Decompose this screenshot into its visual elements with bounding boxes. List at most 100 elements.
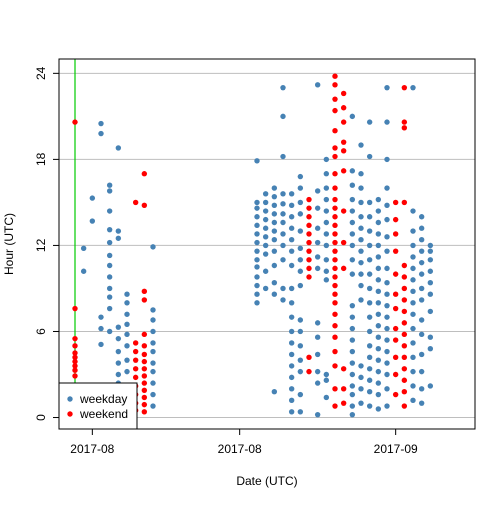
point-weekday	[262, 208, 269, 214]
point-weekend	[392, 248, 399, 254]
point-weekend	[332, 323, 338, 329]
point-weekday	[115, 360, 122, 366]
point-weekday	[124, 368, 130, 375]
legend-swatch-weekday	[67, 396, 73, 402]
point-weekday	[106, 305, 113, 312]
point-weekday	[280, 113, 286, 120]
point-weekday	[384, 185, 390, 191]
point-weekday	[323, 277, 330, 283]
point-weekday	[358, 297, 364, 303]
y-axis-title: Hour (UTC)	[2, 213, 16, 275]
point-weekday	[375, 265, 382, 272]
point-weekend	[392, 291, 399, 297]
point-weekday	[98, 325, 104, 332]
point-weekday	[280, 153, 286, 160]
point-weekday	[288, 397, 295, 404]
point-weekend	[141, 351, 148, 358]
point-weekday	[288, 314, 295, 320]
point-weekday	[427, 345, 434, 352]
point-weekend	[392, 199, 399, 206]
point-weekday	[349, 208, 356, 214]
point-weekday	[349, 403, 356, 409]
point-weekday	[280, 201, 286, 207]
point-weekday	[288, 191, 295, 197]
point-weekday	[262, 234, 269, 240]
point-weekend	[340, 265, 347, 272]
y-tick-label: 0	[34, 414, 48, 421]
point-weekday	[375, 368, 382, 375]
point-weekday	[115, 348, 122, 355]
point-weekday	[375, 300, 382, 306]
point-weekday	[262, 216, 269, 223]
point-weekend	[401, 125, 408, 131]
point-weekend	[141, 366, 148, 372]
point-weekday	[297, 328, 304, 335]
point-weekday	[280, 191, 286, 197]
point-weekday	[106, 274, 113, 280]
point-weekday	[262, 242, 269, 249]
point-weekday	[349, 411, 356, 418]
point-weekday	[375, 334, 382, 340]
point-weekday	[418, 248, 425, 254]
point-weekday	[375, 311, 382, 317]
point-weekday	[375, 288, 382, 295]
point-weekday	[271, 219, 278, 226]
point-weekday	[375, 323, 382, 329]
point-weekday	[314, 411, 321, 418]
point-weekday	[280, 297, 286, 303]
point-weekend	[306, 265, 312, 272]
point-weekday	[254, 214, 260, 220]
point-weekend	[132, 199, 139, 206]
x-tick-label: 2017-08	[218, 442, 262, 456]
point-weekday	[375, 196, 382, 203]
point-weekday	[349, 325, 356, 332]
point-weekday	[349, 168, 356, 174]
point-weekend	[332, 196, 338, 203]
point-weekday	[106, 208, 113, 214]
point-weekend	[306, 205, 312, 211]
x-tick-label: 2017-09	[374, 442, 418, 456]
point-weekend	[401, 389, 408, 395]
point-weekday	[375, 277, 382, 283]
point-weekend	[340, 366, 347, 372]
point-weekday	[384, 216, 390, 223]
point-weekday	[410, 228, 416, 234]
point-weekday	[297, 391, 304, 398]
point-weekend	[401, 377, 408, 383]
plot-frame	[58, 58, 476, 430]
point-weekday	[262, 251, 269, 257]
point-weekend	[340, 90, 347, 97]
point-weekend	[401, 403, 408, 409]
point-weekend	[72, 119, 78, 125]
point-weekend	[401, 320, 408, 326]
point-weekday	[418, 351, 425, 358]
point-weekday	[323, 377, 330, 383]
point-weekend	[401, 285, 408, 292]
point-weekend	[72, 305, 78, 312]
point-weekday	[427, 291, 434, 297]
point-weekend	[401, 274, 408, 280]
point-weekday	[288, 248, 295, 254]
point-weekday	[358, 271, 364, 277]
point-weekday	[410, 288, 416, 295]
point-weekday	[314, 205, 321, 211]
point-weekday	[115, 235, 122, 241]
point-weekday	[150, 244, 156, 250]
point-weekday	[349, 182, 356, 188]
point-weekend	[132, 366, 139, 372]
point-weekday	[410, 277, 416, 283]
point-weekday	[115, 145, 122, 151]
point-weekday	[288, 374, 295, 381]
point-weekday	[115, 324, 122, 330]
data-points	[72, 73, 434, 418]
point-weekday	[410, 325, 416, 332]
point-weekend	[332, 145, 338, 151]
point-weekend	[332, 239, 338, 246]
point-weekday	[314, 334, 321, 340]
point-weekend	[332, 248, 338, 254]
point-weekend	[332, 231, 338, 237]
point-weekday	[280, 219, 286, 226]
point-weekday	[427, 383, 434, 389]
point-weekend	[141, 373, 148, 379]
